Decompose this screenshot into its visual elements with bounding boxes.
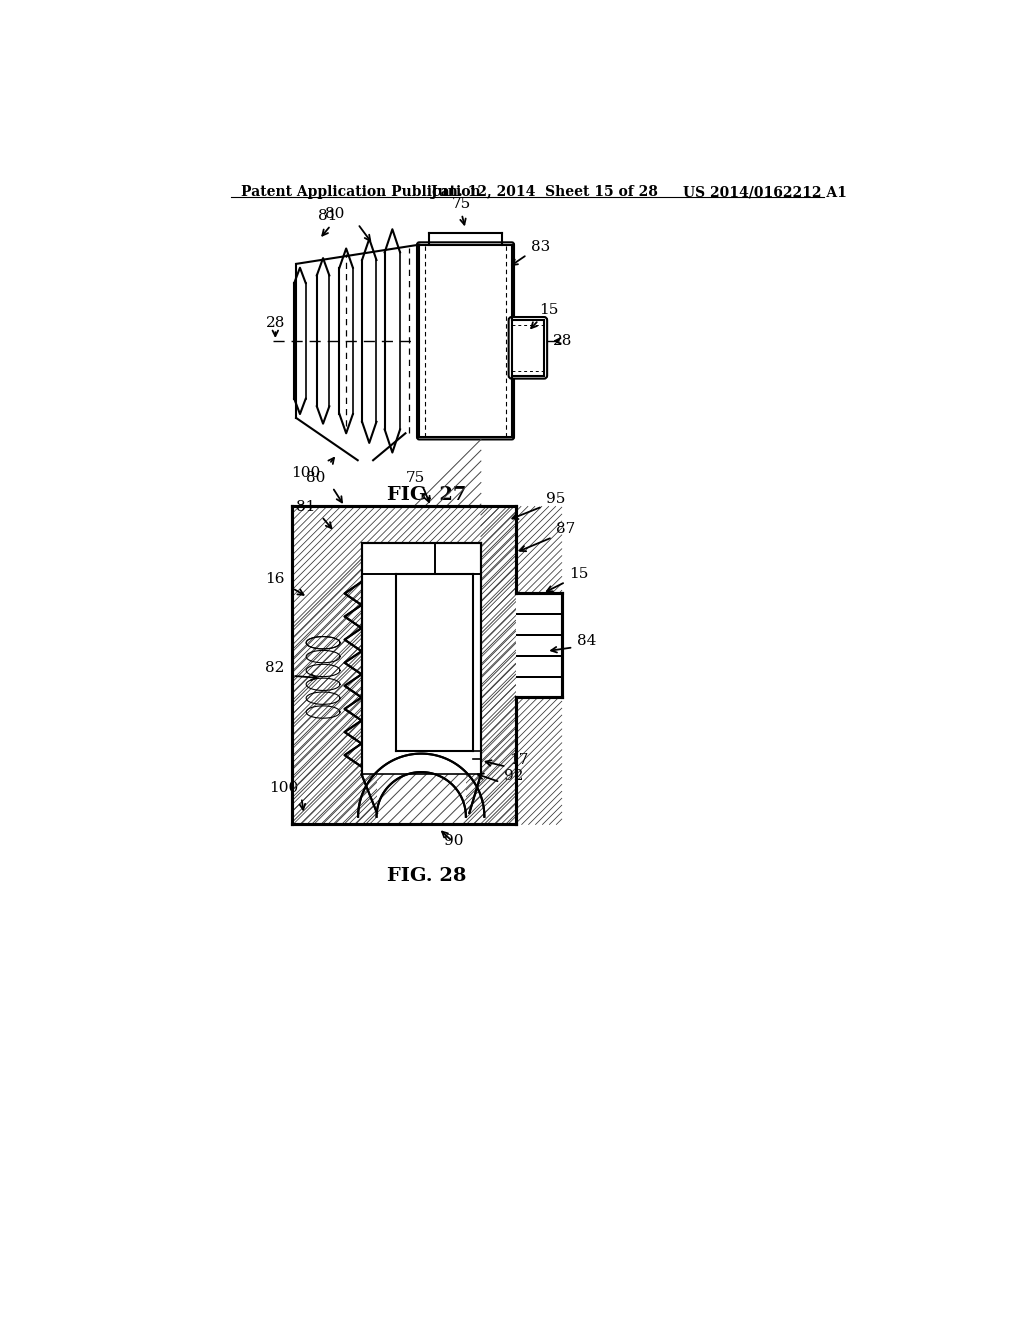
Text: 82: 82 [265, 661, 285, 675]
Text: 100: 100 [269, 781, 298, 795]
Text: 81: 81 [296, 500, 315, 513]
FancyBboxPatch shape [417, 243, 514, 440]
FancyBboxPatch shape [509, 317, 547, 379]
Text: 15: 15 [569, 568, 589, 581]
Text: 80: 80 [326, 207, 345, 222]
Bar [516, 594, 561, 697]
Text: 28: 28 [265, 315, 285, 330]
Text: Jun. 12, 2014  Sheet 15 of 28: Jun. 12, 2014 Sheet 15 of 28 [431, 185, 657, 199]
Text: 75: 75 [452, 198, 471, 211]
Text: 17: 17 [509, 754, 528, 767]
Text: 95: 95 [547, 491, 565, 506]
Text: Patent Application Publication: Patent Application Publication [241, 185, 480, 199]
Text: 16: 16 [265, 572, 285, 586]
Text: FIG. 28: FIG. 28 [387, 867, 467, 884]
Text: FIG. 27: FIG. 27 [387, 486, 467, 504]
Text: 83: 83 [531, 240, 550, 253]
Bar [377, 775, 466, 825]
Text: US 2014/0162212 A1: US 2014/0162212 A1 [683, 185, 847, 199]
Text: 28: 28 [553, 334, 571, 348]
Text: 80: 80 [306, 471, 326, 484]
Text: 75: 75 [406, 471, 425, 484]
Bar [361, 544, 481, 775]
Text: 81: 81 [318, 209, 337, 223]
Polygon shape [377, 772, 466, 817]
Text: 90: 90 [444, 834, 464, 849]
Bar [361, 544, 481, 775]
Text: 84: 84 [578, 634, 597, 648]
Text: 87: 87 [556, 523, 575, 536]
Text: 100: 100 [292, 466, 321, 480]
Text: 15: 15 [539, 304, 558, 317]
Bar [515, 594, 562, 697]
Text: 92: 92 [504, 768, 523, 783]
